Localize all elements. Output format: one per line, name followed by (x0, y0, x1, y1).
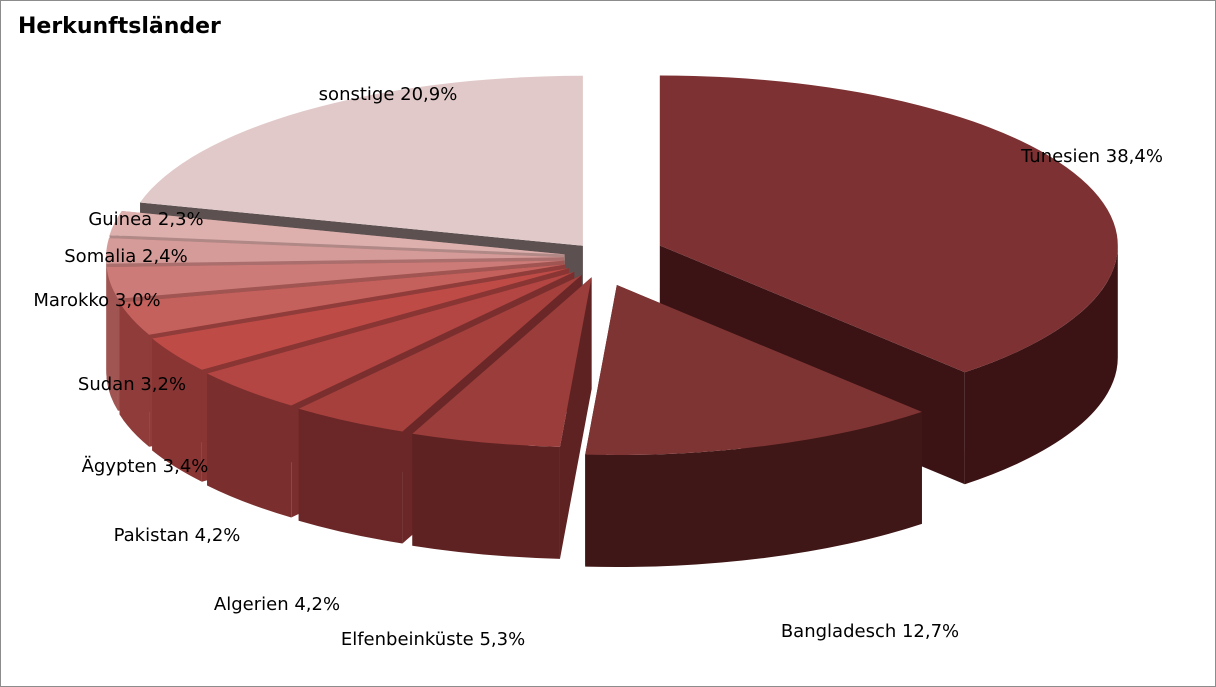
chart-title: Herkunftsländer (18, 14, 221, 39)
pie-slice-top-7 (106, 260, 565, 299)
pie-slice-outer-6-0 (119, 302, 150, 447)
pie-slice-1 (585, 285, 922, 568)
pie-slice-top-1 (585, 285, 922, 456)
slice-label-0: Tunesien 38,4% (1020, 146, 1163, 167)
pie-slice-top-3 (298, 275, 582, 432)
pie-slices (106, 75, 1118, 568)
pie-slice-outer-5-0 (152, 338, 202, 482)
slice-label-3: Algerien 4,2% (214, 594, 340, 615)
slice-label-6: Sudan 3,2% (78, 374, 186, 395)
slice-label-10: sonstige 20,9% (319, 84, 458, 105)
slice-label-9: Guinea 2,3% (88, 209, 203, 230)
slice-label-1: Bangladesch 12,7% (781, 621, 959, 642)
pie-slice-top-4 (207, 271, 575, 406)
slice-label-8: Somalia 2,4% (64, 246, 188, 267)
pie-slice-outer-3-0 (298, 408, 403, 544)
pie-slice-top-9 (109, 211, 565, 255)
slice-label-2: Elfenbeinküste 5,3% (341, 629, 525, 650)
pie-slice-outer-2-0 (412, 433, 560, 559)
pie-slice-outer-1-0 (585, 411, 922, 568)
slice-label-5: Ägypten 3,4% (82, 456, 209, 477)
pie-labels: Tunesien 38,4% Bangladesch 12,7% Elfenbein… (33, 84, 1163, 650)
pie-slice-top-10 (140, 75, 583, 246)
pie-slice-top-6 (119, 264, 566, 335)
pie-slice-outer-4-0 (207, 373, 292, 518)
pie-slice-outer-0-0 (964, 245, 1118, 485)
pie-slice-outer-7-0 (106, 267, 118, 411)
pie-slice-2 (412, 277, 592, 559)
pie-slice-top-2 (412, 277, 592, 447)
slice-label-4: Pakistan 4,2% (114, 525, 241, 546)
slice-label-7: Marokko 3,0% (33, 290, 160, 311)
pie-slice-top-0 (659, 75, 1118, 373)
pie-slice-top-8 (106, 238, 565, 264)
pie-slice-top-5 (152, 268, 570, 370)
